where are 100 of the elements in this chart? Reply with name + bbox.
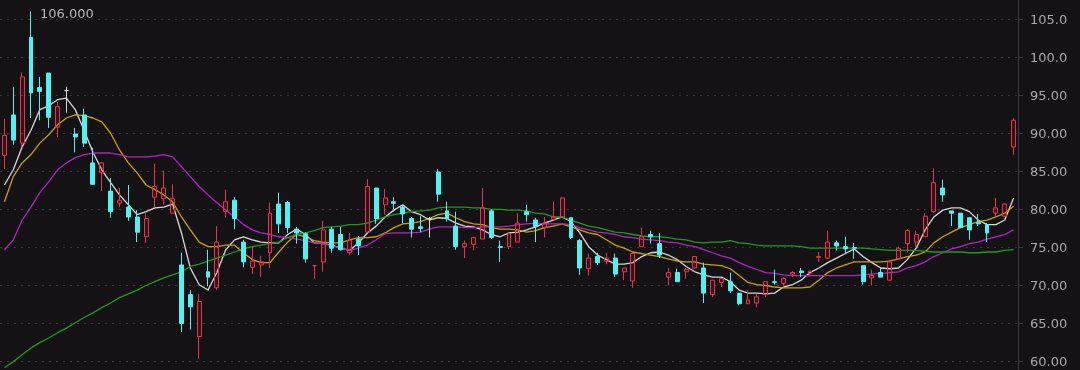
- candlestick: [719, 278, 724, 288]
- candlestick: [533, 217, 538, 243]
- candlestick: [453, 211, 458, 251]
- candlestick: [701, 262, 706, 304]
- candlestick: [427, 216, 432, 239]
- y-tick-label: 90.00: [1030, 125, 1068, 141]
- candlestick: [268, 202, 272, 269]
- candlestick: [312, 265, 317, 280]
- candlestick: [896, 246, 901, 260]
- candlestick: [816, 251, 821, 263]
- candlestick: [223, 189, 228, 219]
- candlestick: [321, 220, 326, 273]
- candlestick: [808, 270, 812, 277]
- candlestick: [507, 231, 511, 250]
- candlestick: [613, 253, 618, 278]
- candlestick: [861, 265, 866, 286]
- candlestick: [2, 118, 7, 170]
- candlestick: [763, 281, 768, 298]
- line-series: [3, 152, 1015, 277]
- candlestick: [905, 228, 910, 254]
- candlestick: [144, 212, 149, 244]
- candlestick: [170, 183, 175, 214]
- candlestick: [843, 236, 848, 255]
- candlestick: [923, 212, 928, 238]
- y-tick-label: 100.0: [1030, 49, 1068, 65]
- candlestick: [967, 216, 972, 241]
- candlestick: [834, 240, 839, 251]
- candlestick: [462, 240, 467, 259]
- candlestick: [630, 252, 635, 289]
- candlestick: [498, 240, 503, 263]
- y-tick-label: 75.00: [1030, 239, 1068, 255]
- candlestick: [82, 108, 87, 148]
- candlestick: [276, 192, 281, 234]
- candlestick: [754, 293, 759, 309]
- candlestick: [206, 249, 210, 287]
- candlestick: [356, 235, 361, 256]
- candlestick: [781, 276, 786, 288]
- y-tick-label: 105.0: [1030, 11, 1068, 27]
- candlestick: [55, 101, 60, 138]
- candlestick: [46, 72, 51, 129]
- candlestick: [383, 188, 388, 216]
- candlestick: [976, 213, 981, 227]
- candlestick: [551, 201, 556, 221]
- candlestick: [108, 177, 113, 219]
- candlestick: [515, 212, 520, 243]
- candlestick: [135, 209, 140, 243]
- candlestick: [303, 231, 308, 264]
- y-tick-label: 95.00: [1030, 87, 1068, 103]
- candlestick: [657, 232, 662, 259]
- candlestick: [188, 289, 193, 331]
- candlestick: [117, 187, 122, 208]
- candlestick: [294, 226, 299, 245]
- candlestick: [179, 252, 184, 333]
- candlestick: [622, 267, 627, 281]
- candlestick: [569, 216, 573, 240]
- y-tick-label: 70.00: [1030, 277, 1068, 293]
- candlestick: [489, 208, 494, 240]
- candlestick: [480, 187, 485, 240]
- candlestick: [250, 246, 255, 275]
- candlestick: [993, 197, 998, 218]
- candlestick: [1011, 117, 1016, 156]
- line-series: [3, 206, 1015, 369]
- candlestick: [825, 230, 830, 260]
- candlestick: [338, 226, 343, 251]
- candlestick: [400, 204, 405, 224]
- candlestick: [887, 259, 892, 281]
- candlestick: [259, 255, 264, 278]
- candlestick: [126, 184, 131, 222]
- candlestick: [524, 204, 529, 223]
- candlestick: [746, 289, 750, 305]
- candlestick: [374, 187, 379, 225]
- candlestick: [595, 252, 600, 266]
- candlestick: [329, 226, 334, 254]
- y-tick-label: 65.00: [1030, 316, 1068, 332]
- candlestick: [949, 210, 954, 227]
- candlestick: [214, 225, 219, 291]
- y-tick-label: 80.00: [1030, 201, 1068, 217]
- candlestick: [37, 76, 42, 121]
- candlestick: [604, 252, 609, 265]
- candlestick: [99, 161, 104, 192]
- candlestick: [90, 147, 95, 186]
- candlestick: [409, 216, 414, 239]
- candlestick: [772, 269, 777, 286]
- candlestick: [73, 127, 78, 153]
- candlestick: [692, 256, 697, 270]
- candlestick: [20, 71, 25, 148]
- candlestick: [985, 222, 989, 243]
- candlestick: [710, 279, 715, 298]
- candlestick: [684, 267, 689, 280]
- candlestick: [931, 167, 936, 214]
- candlestick: [878, 267, 883, 278]
- candlestick: [542, 216, 547, 239]
- candlestick: [11, 86, 16, 146]
- candlestick: [445, 201, 449, 223]
- candlestick: [675, 268, 680, 283]
- candlestick: [1002, 202, 1007, 218]
- y-tick-label: 60.00: [1030, 354, 1068, 370]
- candlestick: [666, 267, 671, 286]
- candlestick: [347, 232, 352, 256]
- candlestick: [391, 196, 396, 213]
